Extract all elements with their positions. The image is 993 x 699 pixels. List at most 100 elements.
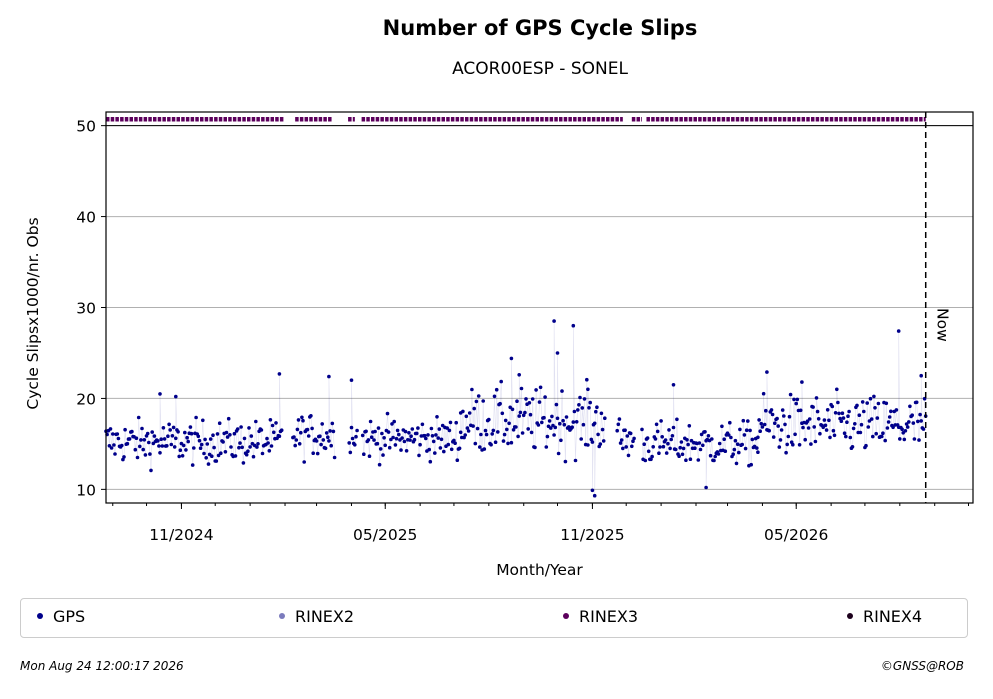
gps-point [783,422,787,427]
gps-point [755,446,759,450]
gps-point [197,438,202,443]
gps-point [174,394,178,399]
gps-point [183,430,187,435]
gps-point [202,451,206,456]
gps-point [166,434,170,439]
gps-point [138,444,142,449]
gps-point [675,417,679,422]
gps-point [536,423,541,427]
gps-point [410,427,415,431]
gps-point [229,445,233,449]
gps-point [669,437,673,442]
gps-point [560,389,564,393]
legend-item-rinex2: RINEX2 [279,607,354,626]
gps-point [270,423,275,428]
gps-point [534,388,538,392]
gps-point [547,419,552,423]
gps-point [198,446,203,451]
gps-point [543,395,547,399]
gps-point [266,441,270,445]
gps-point [225,435,230,439]
gps-point [599,411,604,416]
gps-point [265,436,269,441]
gps-point [194,415,198,420]
gps-point [385,411,390,416]
gps-point [823,423,828,428]
gps-point [558,421,562,426]
gps-point [184,448,188,452]
gps-point [756,450,760,455]
gps-point [785,442,789,447]
gps-point [196,434,201,439]
gps-point [561,418,565,423]
gps-point [720,424,724,429]
gps-point [148,452,152,456]
legend-marker-rinex2 [279,612,285,619]
gps-point [112,443,116,447]
gps-point [797,443,802,447]
gps-point [696,458,701,462]
chart-subtitle: ACOR00ESP - SONEL [452,59,628,79]
gps-point [416,426,420,430]
gps-point [429,426,434,431]
gps-point [168,428,172,432]
x-tick-label: 11/2025 [560,526,624,544]
gps-point [884,401,889,406]
gps-point [903,429,908,433]
gps-point [439,437,444,442]
gps-point [911,421,916,425]
gps-point [249,434,254,438]
gps-point [199,442,204,447]
gps-point [180,454,185,458]
chart-title: Number of GPS Cycle Slips [382,16,698,40]
gps-point [571,323,576,328]
gps-point [701,443,705,448]
gps-point [214,459,219,463]
gps-point [447,428,452,433]
gps-point [479,432,483,437]
gps-point [919,373,923,378]
gps-point [830,404,835,409]
gps-point [295,427,300,432]
gps-point [150,430,154,434]
now-marker-label: Now [934,308,952,342]
gps-point [549,426,553,430]
gps-point [851,426,856,431]
gps-point [589,437,594,442]
gps-point [507,421,511,426]
gps-point [259,428,264,432]
gps-point [255,445,259,449]
gps-point [896,329,901,333]
gps-point [277,434,282,439]
gps-point [592,421,597,426]
gps-point [206,462,211,466]
gps-point [596,432,600,437]
gps-point [910,413,914,418]
gps-point [239,425,243,429]
gps-point [109,446,114,450]
legend-item-gps: GPS [37,607,85,626]
gps-point [835,387,839,392]
gps-point [630,444,634,449]
gps-point [681,446,686,451]
gps-point [457,446,462,451]
gps-point [550,414,554,419]
legend-label-rinex3: RINEX3 [579,607,639,626]
gps-point [858,430,863,435]
gps-point [780,408,785,412]
gps-point [204,456,208,460]
gps-point [914,400,919,405]
gps-point [246,449,250,454]
gps-point [498,401,502,406]
gps-point [706,434,711,438]
gps-point [297,442,302,446]
gps-point [734,461,739,466]
gps-point [615,428,619,433]
legend-item-rinex4: RINEX4 [847,607,922,626]
gps-point [891,425,895,430]
gps-point [761,391,766,396]
gps-point [473,441,478,446]
gps-point [487,417,491,422]
gps-point [677,454,681,459]
gps-point [464,414,469,419]
